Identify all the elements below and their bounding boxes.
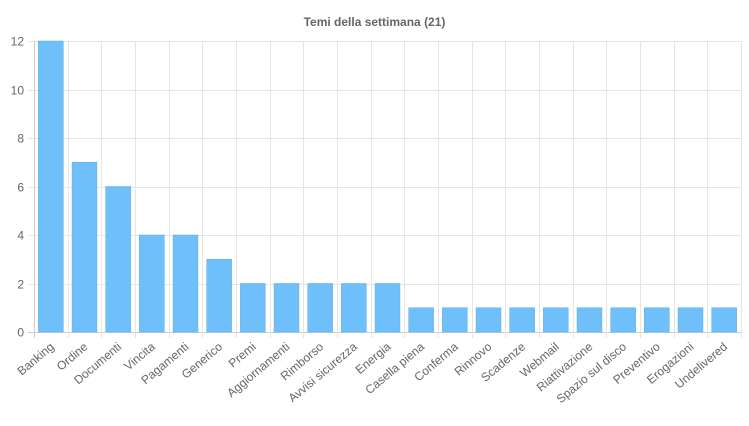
y-tick-label: 10: [11, 84, 25, 98]
y-tick-label: 8: [17, 132, 24, 146]
x-tick-label: Banking: [15, 340, 57, 379]
bar-energia: [374, 283, 401, 333]
bars: [38, 40, 737, 333]
bar-casella-piena: [408, 307, 434, 333]
bar-undelivered: [711, 307, 737, 333]
bar-rinnovo: [475, 307, 502, 333]
y-tick-label: 0: [17, 326, 24, 340]
bar-rimborso: [307, 283, 333, 333]
bar-avvisi-sicurezza: [341, 283, 367, 333]
bar-banking: [38, 40, 64, 333]
bar-aggiornamenti: [273, 283, 300, 333]
bar-riattivazione: [576, 307, 603, 333]
bar-vincita: [139, 234, 165, 333]
bar-scadenze: [509, 307, 535, 333]
y-tick-label: 12: [11, 35, 25, 49]
y-tick-label: 6: [17, 181, 24, 195]
y-tick-label: 2: [17, 278, 24, 292]
bar-preventivo: [644, 307, 670, 333]
bar-generico: [206, 259, 232, 333]
grid: [28, 41, 742, 338]
bar-conferma: [442, 307, 468, 333]
y-tick-label: 4: [17, 229, 24, 243]
bar-erogazioni: [677, 307, 704, 333]
bar-premi: [240, 283, 266, 333]
chart-title: Temi della settimana (21): [304, 15, 446, 29]
bar-documenti: [105, 186, 131, 333]
y-axis: 0 2 4 6 8 10 12: [11, 35, 25, 340]
bar-pagamenti: [172, 234, 199, 333]
bar-webmail: [543, 307, 569, 333]
bar-ordine: [71, 162, 98, 333]
bar-spazio-sul-disco: [610, 307, 636, 333]
x-axis: BankingOrdineDocumentiVincitaPagamentiGe…: [15, 339, 731, 406]
